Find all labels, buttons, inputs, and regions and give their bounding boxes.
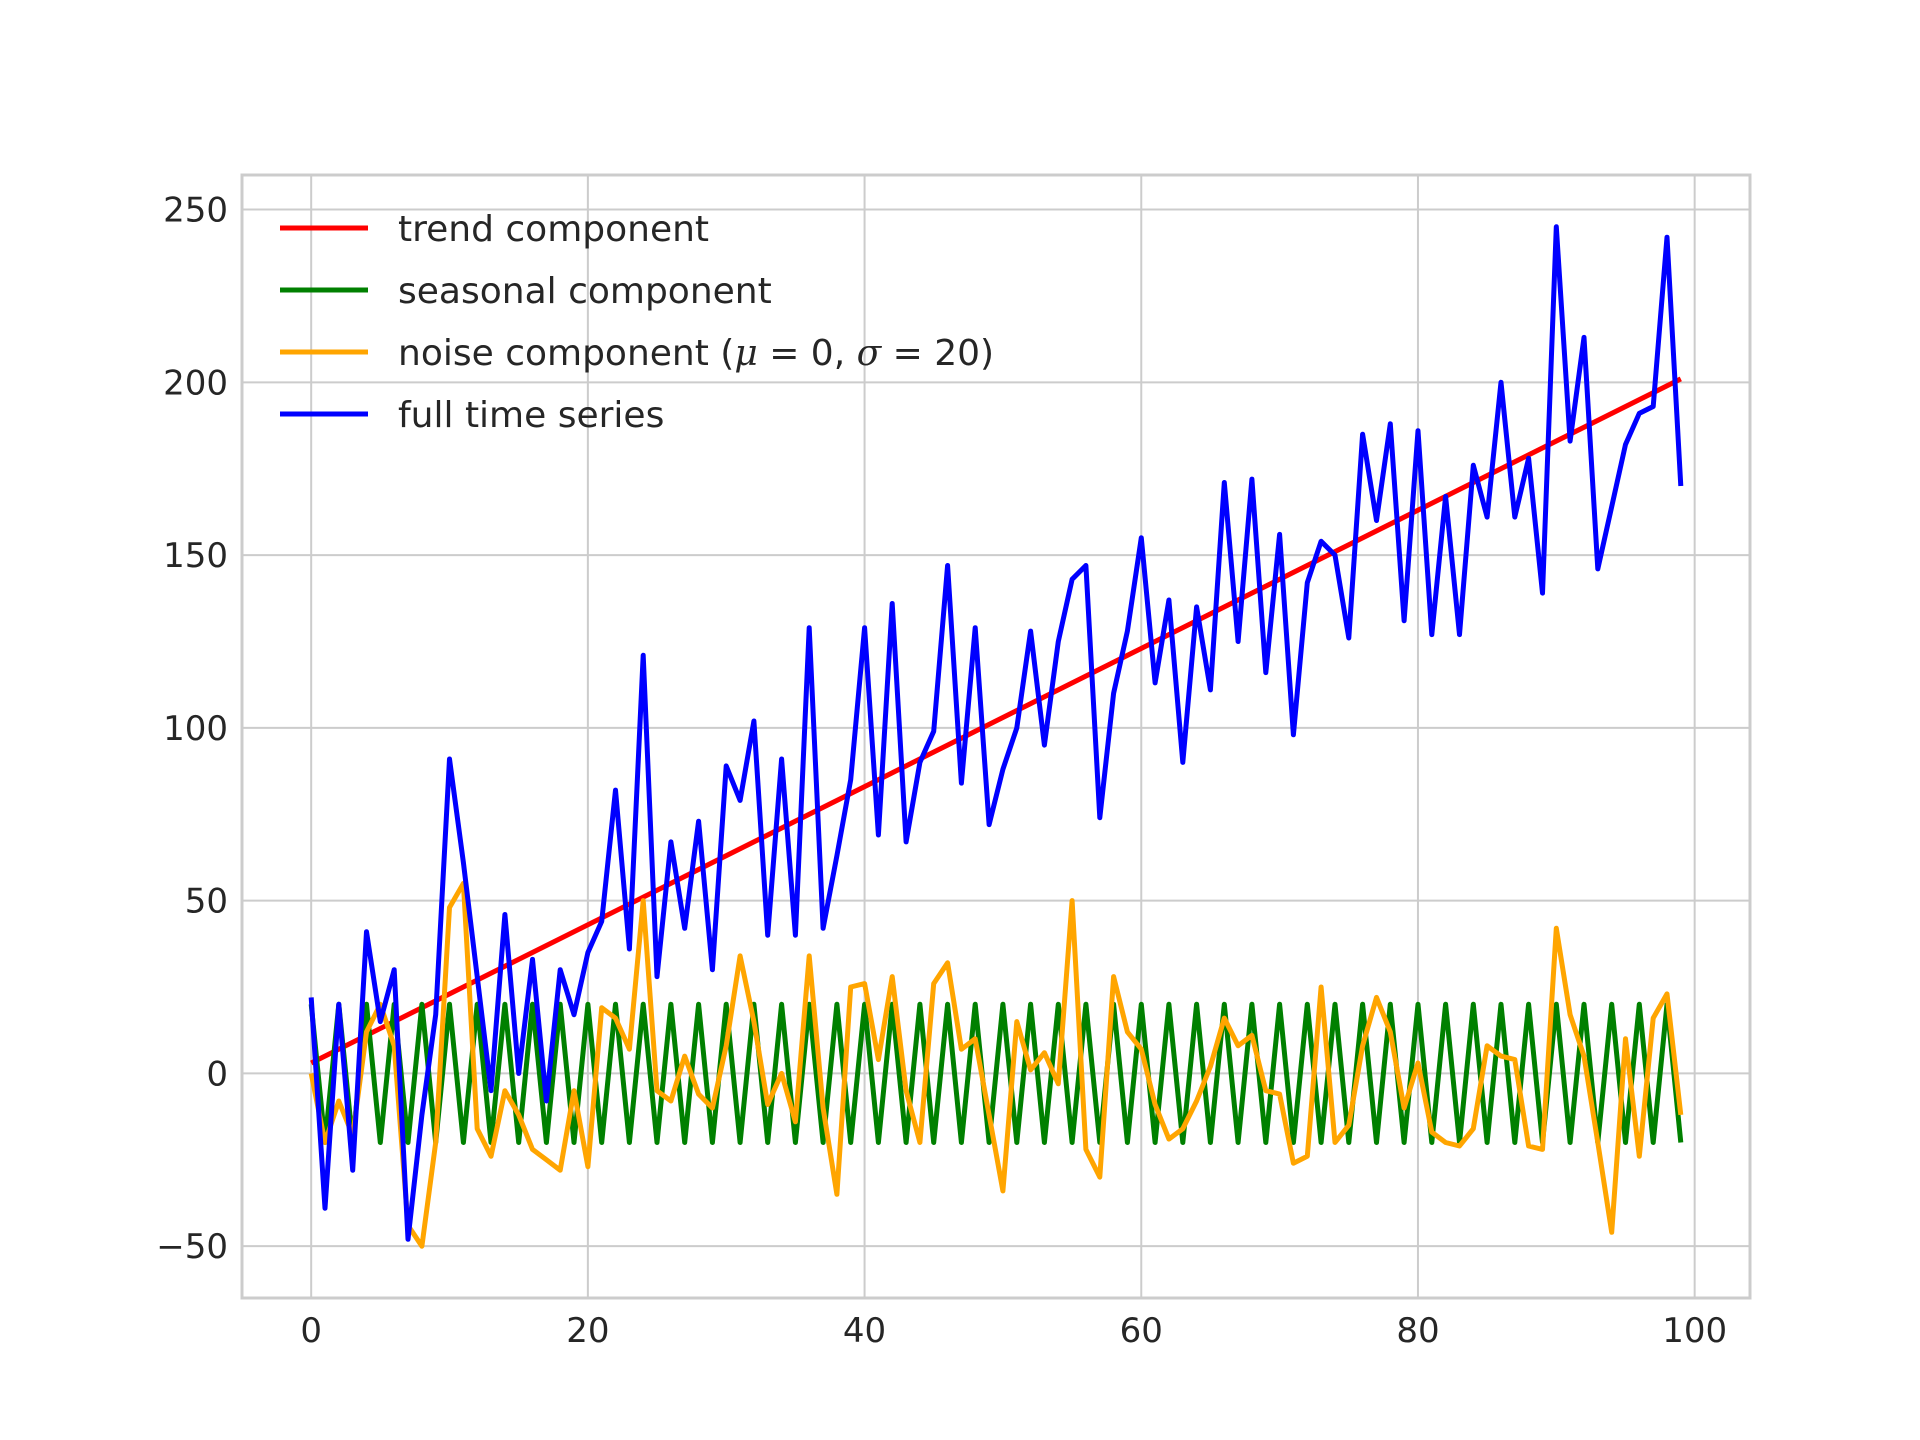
legend-label-part: σ — [857, 333, 883, 374]
legend-label-part: noise component ( — [398, 333, 734, 374]
legend: trend component seasonal component noise c… — [280, 209, 994, 436]
trend-component-line — [310, 376, 1682, 1066]
legend-item-seasonal: seasonal component — [280, 271, 772, 312]
y-tick-label: −50 — [156, 1227, 228, 1267]
y-tick-label: 250 — [163, 191, 228, 231]
plot-frame — [240, 173, 1752, 1300]
legend-label: seasonal component — [398, 271, 772, 312]
legend-label-part: = 20) — [881, 333, 994, 374]
legend-label: noise component (μ = 0, σ = 20) — [398, 333, 994, 374]
seasonal-component-line — [308, 1001, 1684, 1145]
y-tick-label: 50 — [185, 882, 228, 922]
legend-item-noise: noise component (μ = 0, σ = 20) — [280, 333, 994, 374]
x-tick-label: 0 — [300, 1311, 322, 1351]
legend-item-full: full time series — [280, 395, 664, 436]
noise-component-line — [308, 880, 1684, 1249]
series-lines — [308, 224, 1684, 1249]
legend-label: full time series — [398, 395, 664, 436]
y-tick-label: 150 — [163, 536, 228, 576]
x-tick-label: 20 — [566, 1311, 609, 1351]
y-tick-label: 200 — [163, 363, 228, 403]
full-time-series-line — [308, 224, 1684, 1242]
y-tick-label: 0 — [206, 1054, 228, 1094]
y-axis-ticks: −50 0 50 100 150 200 250 — [156, 191, 228, 1268]
y-tick-label: 100 — [163, 709, 228, 749]
legend-label-part: μ — [734, 333, 757, 374]
x-axis-ticks: 0 20 40 60 80 100 — [300, 1311, 1727, 1351]
x-tick-label: 60 — [1120, 1311, 1163, 1351]
legend-item-trend: trend component — [280, 209, 709, 250]
x-tick-label: 100 — [1662, 1311, 1727, 1351]
x-tick-label: 80 — [1396, 1311, 1439, 1351]
legend-label-part: = 0, — [758, 333, 857, 374]
x-tick-label: 40 — [843, 1311, 886, 1351]
legend-label: trend component — [398, 209, 709, 250]
